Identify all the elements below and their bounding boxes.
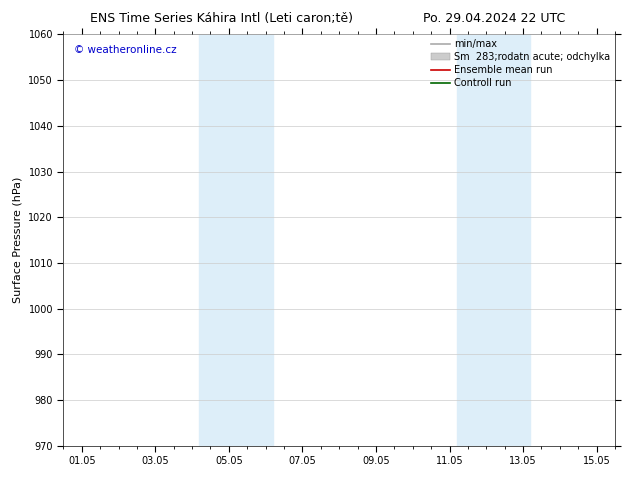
Text: © weatheronline.cz: © weatheronline.cz (74, 45, 177, 54)
Y-axis label: Surface Pressure (hPa): Surface Pressure (hPa) (13, 177, 23, 303)
Text: ENS Time Series Káhira Intl (Leti caron;tě): ENS Time Series Káhira Intl (Leti caron;… (91, 12, 353, 25)
Bar (457, 34, 531, 446)
Bar (200, 34, 273, 446)
Text: Po. 29.04.2024 22 UTC: Po. 29.04.2024 22 UTC (424, 12, 566, 25)
Legend: min/max, Sm  283;rodatn acute; odchylka, Ensemble mean run, Controll run: min/max, Sm 283;rodatn acute; odchylka, … (430, 39, 610, 88)
